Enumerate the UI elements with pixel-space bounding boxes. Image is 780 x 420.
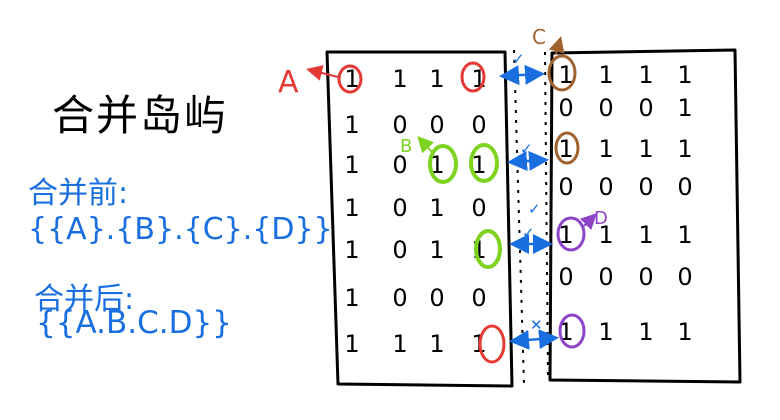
before-merge-set: {{A}.{B}.{C}.{D}} bbox=[28, 212, 333, 247]
right-cells-cell: 0 bbox=[558, 263, 573, 291]
right-cells-cell: 1 bbox=[558, 61, 573, 89]
check-mark-1: ✓ bbox=[512, 50, 525, 68]
marker-A: A bbox=[278, 65, 299, 100]
left-cells-cell: 0 bbox=[392, 194, 407, 222]
left-cells-cell: 1 bbox=[344, 284, 359, 312]
boundary-line-right bbox=[544, 51, 549, 381]
left-cells-cell: 1 bbox=[344, 330, 359, 358]
left-cells-cell: 1 bbox=[429, 65, 444, 93]
circle-B-edge-2 bbox=[474, 229, 502, 269]
marker-C: C bbox=[532, 25, 546, 49]
marker-D: D bbox=[594, 208, 608, 229]
left-cells-cell: 0 bbox=[392, 111, 407, 139]
left-cells-cell: 1 bbox=[392, 330, 407, 358]
right-cells-cell: 0 bbox=[558, 94, 573, 122]
right-cells-cell: 0 bbox=[638, 94, 653, 122]
right-matrix-frame bbox=[548, 48, 742, 384]
arrow-to-D bbox=[579, 213, 597, 231]
right-cells-cell: 1 bbox=[638, 318, 653, 346]
right-cells-cell: 1 bbox=[677, 135, 692, 163]
left-cells-cell: 0 bbox=[392, 151, 407, 179]
left-cells-cell: 1 bbox=[392, 65, 407, 93]
right-cells-cell: 1 bbox=[677, 318, 692, 346]
left-cells-cell: 1 bbox=[344, 236, 359, 264]
right-cells-cell: 0 bbox=[598, 263, 613, 291]
right-cells-cell: 0 bbox=[638, 263, 653, 291]
right-cells-cell: 1 bbox=[558, 221, 573, 249]
circle-B bbox=[428, 144, 458, 184]
check-mark-3: ✓ bbox=[528, 200, 541, 218]
right-cells-cell: 1 bbox=[638, 61, 653, 89]
left-cells-cell: 1 bbox=[344, 65, 359, 93]
circle-A bbox=[337, 64, 363, 94]
right-cells-cell: 1 bbox=[598, 61, 613, 89]
left-matrix-frame bbox=[325, 50, 514, 388]
circle-B-edge bbox=[469, 143, 499, 183]
arrow-to-B bbox=[417, 136, 435, 154]
right-cells-cell: 0 bbox=[558, 173, 573, 201]
right-cells-cell: 0 bbox=[598, 94, 613, 122]
after-merge-set: {{A.B.C.D}} bbox=[36, 305, 232, 341]
left-grid: 1 1 1 11 0 0 01 0 1 11 0 1 01 0 1 11 0 0 01 1 1 1 bbox=[344, 65, 486, 358]
right-cells-cell: 1 bbox=[598, 318, 613, 346]
left-cells-cell: 1 bbox=[429, 194, 444, 222]
circle-D bbox=[556, 216, 586, 252]
check-mark-2: ✓ bbox=[520, 140, 533, 158]
boundary-line-left bbox=[513, 49, 525, 386]
left-cells-cell: 1 bbox=[429, 236, 444, 264]
right-cells-cell: 1 bbox=[598, 135, 613, 163]
left-cells-cell: 0 bbox=[429, 284, 444, 312]
right-cells-cell: 1 bbox=[677, 94, 692, 122]
arrow-to-C bbox=[549, 36, 565, 55]
left-cells-cell: 0 bbox=[471, 194, 486, 222]
left-cells-cell: 0 bbox=[392, 236, 407, 264]
bridge-arrow-2 bbox=[507, 150, 549, 172]
left-cells-cell: 0 bbox=[471, 284, 486, 312]
cross-mark: ✕ bbox=[530, 316, 543, 334]
right-cells-cell: 0 bbox=[677, 263, 692, 291]
right-cells-cell: 1 bbox=[638, 135, 653, 163]
left-cells-cell: 1 bbox=[344, 151, 359, 179]
after-merge-label: 合并后: bbox=[34, 282, 135, 317]
left-cells-cell: 1 bbox=[471, 151, 486, 179]
left-cells-cell: 1 bbox=[429, 330, 444, 358]
left-cells-cell: 0 bbox=[471, 111, 486, 139]
right-cells-cell: 1 bbox=[677, 61, 692, 89]
circle-A-edge-2 bbox=[478, 324, 506, 364]
left-cells-cell: 0 bbox=[392, 284, 407, 312]
right-grid: 1 1 1 10 0 0 11 1 1 10 0 0 01 1 1 10 0 0 01 1 1 1 bbox=[558, 61, 692, 346]
right-cells-cell: 0 bbox=[638, 173, 653, 201]
right-cells-cell: 1 bbox=[638, 221, 653, 249]
left-cells-cell: 0 bbox=[429, 111, 444, 139]
left-cells-cell: 1 bbox=[344, 111, 359, 139]
right-cells-cell: 1 bbox=[598, 221, 613, 249]
check-mark-4: ✓ bbox=[522, 224, 535, 242]
circle-A-edge bbox=[460, 61, 486, 93]
arrow-to-A bbox=[306, 65, 339, 81]
right-cells-cell: 1 bbox=[558, 135, 573, 163]
bridge-arrow-1 bbox=[499, 64, 545, 86]
marker-B: B bbox=[400, 136, 412, 157]
before-merge-label: 合并前: bbox=[28, 176, 129, 211]
right-cells-cell: 0 bbox=[598, 173, 613, 201]
left-cells-cell: 1 bbox=[344, 194, 359, 222]
right-cells-cell: 1 bbox=[677, 221, 692, 249]
title: 合并岛屿 bbox=[52, 91, 229, 140]
bridge-arrow-4 bbox=[509, 329, 559, 350]
right-cells-cell: 0 bbox=[677, 173, 692, 201]
circle-C bbox=[547, 54, 577, 92]
circle-D-edge bbox=[558, 313, 586, 349]
circle-C-edge bbox=[554, 131, 580, 165]
